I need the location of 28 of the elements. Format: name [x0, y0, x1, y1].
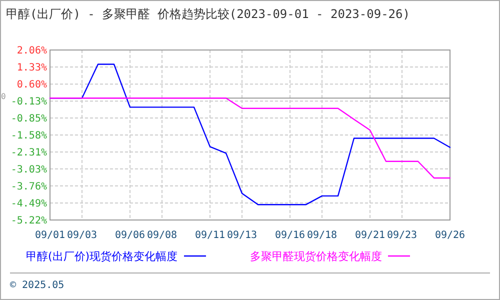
x-tick-label: 09/08 [146, 230, 178, 241]
ref-line-label: 0 [1, 92, 6, 101]
x-tick-label: 09/06 [114, 230, 146, 241]
y-tick-label: -4.49% [10, 198, 47, 210]
y-tick-label: -0.13% [10, 96, 47, 108]
text: © 2025.05 [10, 280, 64, 291]
y-tick-label: -5.22% [10, 216, 47, 226]
y-tick-label: -3.03% [10, 164, 47, 176]
y-tick-label: 2.06% [16, 46, 47, 56]
x-tick-label: 09/23 [386, 230, 418, 241]
x-tick-label: 09/03 [66, 230, 98, 241]
x-tick-label: 09/13 [226, 230, 258, 241]
y-tick-label: -0.85% [10, 113, 47, 124]
x-tick-label: 09/18 [306, 230, 338, 241]
legend-label: 甲醇(出厂价)现货价格变化幅度 [26, 250, 178, 263]
legend-label: 多聚甲醛现货价格变化幅度 [250, 250, 382, 263]
y-tick-label: -3.76% [10, 181, 47, 192]
x-tick-label: 09/11 [194, 230, 226, 241]
y-tick-label: -1.58% [10, 130, 47, 142]
y-tick-label: -2.31% [10, 148, 47, 159]
x-tick-label: 09/16 [274, 230, 306, 241]
y-tick-label: 0.60% [16, 80, 47, 91]
chart-title: 甲醇(出厂价) - 多聚甲醛 价格趋势比较(2023-09-01 - 2023-09-26) [6, 7, 410, 21]
x-tick-label: 09/21 [354, 230, 386, 241]
x-tick-label: 09/26 [434, 230, 466, 241]
line-series [49, 98, 451, 179]
y-tick-label: 1.33% [16, 62, 47, 74]
x-tick-label: 09/01 [34, 230, 66, 241]
